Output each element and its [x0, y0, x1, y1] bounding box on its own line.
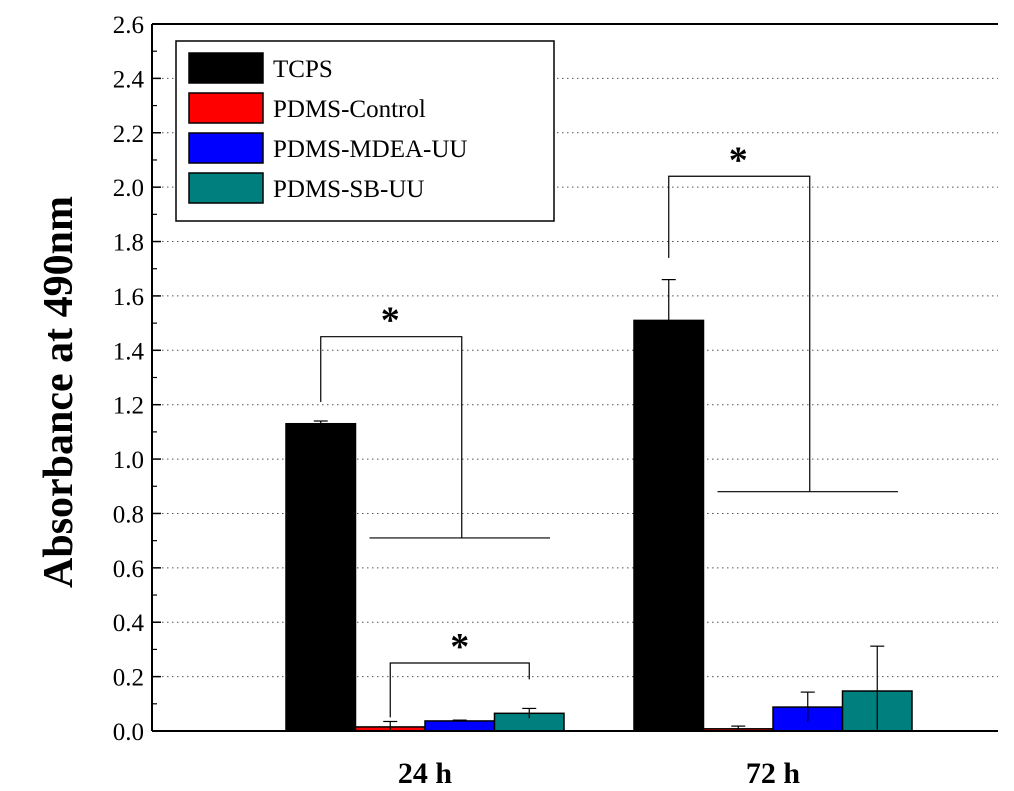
legend-swatch — [188, 132, 264, 164]
legend-label: PDMS-Control — [273, 96, 426, 123]
bar — [424, 720, 496, 732]
y-tick-label: 1.8 — [113, 230, 144, 257]
significance-star: * — [450, 626, 469, 668]
significance-star: * — [381, 300, 400, 342]
legend: TCPS PDMS-Control PDMS-MDEA-UU PDMS-SB-UU — [175, 40, 555, 222]
error-bars — [313, 279, 885, 731]
bar — [285, 422, 357, 732]
significance-star: * — [729, 139, 748, 181]
bar — [633, 319, 705, 732]
significance-bracket — [389, 662, 530, 718]
legend-swatch — [188, 172, 264, 204]
y-tick-label: 2.4 — [113, 66, 145, 93]
y-tick-label: 0.4 — [113, 610, 145, 637]
significance-bracket — [320, 336, 463, 538]
significance-bracket — [668, 175, 811, 492]
legend-label: PDMS-MDEA-UU — [273, 136, 467, 163]
y-tick-label: 1.4 — [113, 338, 145, 365]
legend-label: TCPS — [273, 56, 333, 83]
y-tick-label: 1.2 — [113, 393, 144, 420]
y-tick-label: 1.6 — [113, 284, 144, 311]
y-tick-label: 0.2 — [113, 665, 144, 692]
bars — [285, 319, 913, 732]
y-tick-label: 0.0 — [113, 719, 144, 746]
y-tick-label: 0.8 — [113, 501, 144, 528]
legend-swatch — [188, 52, 264, 84]
x-tick-label: 24 h — [398, 757, 453, 790]
y-tick-label: 2.0 — [113, 175, 144, 202]
y-tick-label: 1.0 — [113, 447, 144, 474]
y-tick-label: 0.6 — [113, 556, 144, 583]
legend-label: PDMS-SB-UU — [273, 176, 424, 203]
significance-brackets: * * * — [320, 139, 898, 718]
y-axis-ticks: 0.0 0.2 0.4 0.6 0.8 1.0 1.2 1.4 1.6 1.8 2.0 2.2 2.4 2… — [113, 12, 161, 746]
y-tick-label: 2.2 — [113, 121, 144, 148]
y-axis-label: Absorbance at 490nm — [36, 196, 82, 588]
legend-swatch — [188, 92, 264, 124]
x-tick-label: 72 h — [746, 757, 801, 790]
y-tick-label: 2.6 — [113, 12, 144, 39]
x-axis-labels: 24 h 72 h — [398, 757, 801, 790]
